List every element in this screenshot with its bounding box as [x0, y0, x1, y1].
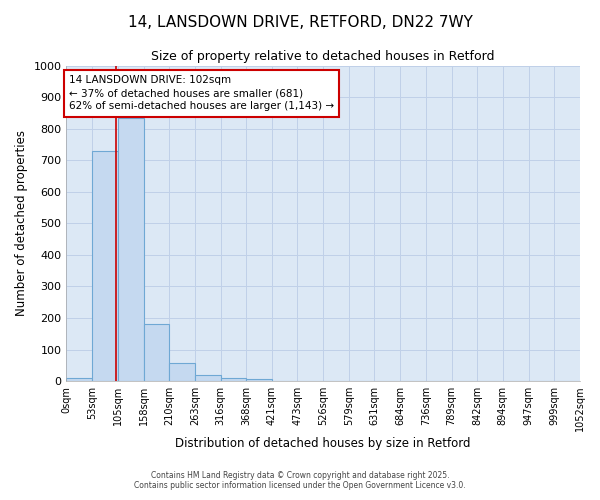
Bar: [67, 378, 92, 381]
Bar: [169, 363, 195, 381]
X-axis label: Distribution of detached houses by size in Retford: Distribution of detached houses by size …: [175, 437, 471, 450]
Text: Contains HM Land Registry data © Crown copyright and database right 2025.
Contai: Contains HM Land Registry data © Crown c…: [134, 470, 466, 490]
Bar: [118, 118, 143, 381]
Title: Size of property relative to detached houses in Retford: Size of property relative to detached ho…: [151, 50, 495, 63]
Bar: [221, 378, 246, 381]
Bar: [92, 150, 118, 381]
Bar: [195, 375, 221, 381]
Bar: [246, 378, 272, 381]
Y-axis label: Number of detached properties: Number of detached properties: [15, 130, 28, 316]
Text: 14 LANSDOWN DRIVE: 102sqm
← 37% of detached houses are smaller (681)
62% of semi: 14 LANSDOWN DRIVE: 102sqm ← 37% of detac…: [69, 75, 334, 112]
Bar: [143, 324, 169, 381]
Text: 14, LANSDOWN DRIVE, RETFORD, DN22 7WY: 14, LANSDOWN DRIVE, RETFORD, DN22 7WY: [128, 15, 472, 30]
